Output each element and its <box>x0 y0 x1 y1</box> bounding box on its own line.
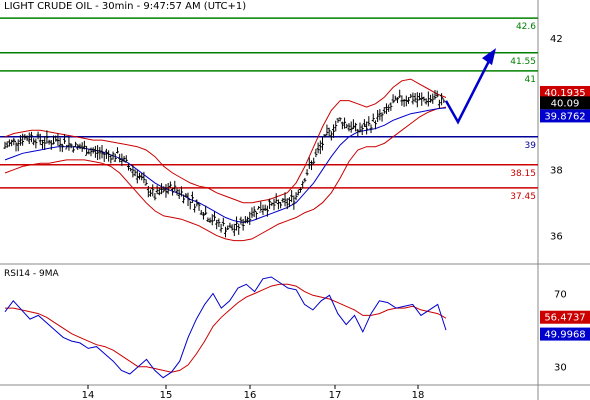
arrow-line <box>444 50 496 125</box>
tag-rsi-ma-box <box>540 310 590 324</box>
arrow-head <box>482 48 496 66</box>
tag-upper_band-label: 40.1935 <box>544 88 585 99</box>
level-label: 41 <box>525 75 536 85</box>
tag-moving_average-label: 39.8762 <box>544 111 585 122</box>
forecast-arrow <box>444 48 496 125</box>
tag-moving_average-box <box>540 109 590 123</box>
level-label: 37.45 <box>510 192 536 202</box>
tag-rsi-ma-label: 56.4737 <box>544 313 585 324</box>
price-bars <box>3 89 446 238</box>
price-y-tick: 42 <box>550 34 563 45</box>
chart-title: LIGHT CRUDE OIL - 30min - 9:47:57 AM (UT… <box>4 1 247 12</box>
bollinger-lower-line <box>4 106 447 242</box>
price-y-tick: 38 <box>550 166 563 177</box>
moving-average <box>4 107 447 224</box>
tag-last_price-label: 40.09 <box>551 98 580 109</box>
level-label: 38.15 <box>510 169 536 179</box>
tag-upper_band-box <box>540 85 590 99</box>
horizontal-levels: 42.6 41.55 41 39 38.15 37.45 <box>0 17 538 202</box>
rsi-y-tick: 70 <box>554 289 567 300</box>
level-label: 42.6 <box>516 22 536 32</box>
tag-rsi-label: 49.9968 <box>544 330 585 341</box>
price-y-tick: 36 <box>550 232 563 243</box>
moving-average-line <box>4 107 447 224</box>
x-tick-label: 18 <box>412 390 425 400</box>
level-label: 39 <box>525 141 537 151</box>
rsi-y-tick: 30 <box>554 363 567 374</box>
x-tick-label: 14 <box>82 390 95 400</box>
rsi-lines <box>4 276 447 379</box>
rsi-panel-title: RSI14 - 9MA <box>4 269 59 279</box>
tag-rsi-box <box>540 327 590 341</box>
tag-last_price-box <box>540 96 590 110</box>
bollinger-bands <box>4 78 447 242</box>
axis-labels: 4240383670301415161718 <box>82 34 567 400</box>
level-label: 41.55 <box>510 57 536 67</box>
rsi-line <box>4 276 447 379</box>
bollinger-upper-line <box>4 78 447 204</box>
x-tick-label: 17 <box>329 390 342 400</box>
x-tick-label: 15 <box>160 390 173 400</box>
rsi-ma-line <box>5 283 447 373</box>
x-tick-label: 16 <box>244 390 257 400</box>
